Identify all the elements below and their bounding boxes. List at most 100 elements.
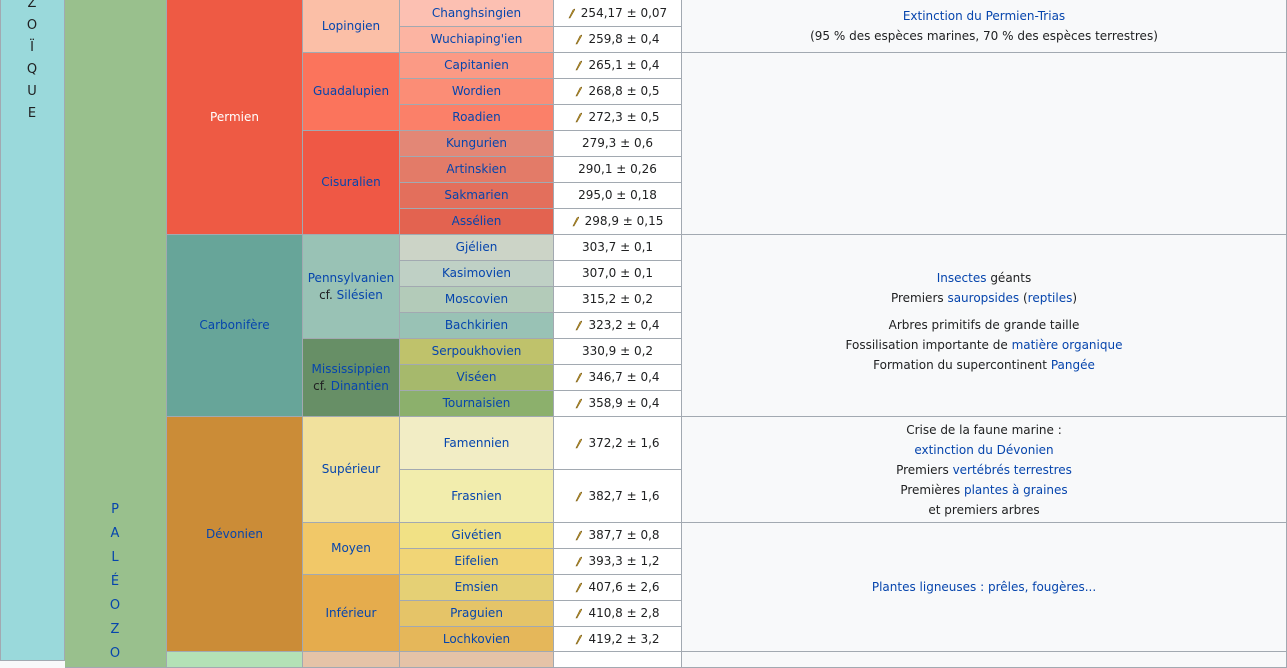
epoch-label: Guadalupien — [312, 84, 390, 98]
stage-age-cell: 387,7 ± 0,8 — [554, 523, 682, 549]
stage-name-cell[interactable]: Sakmarien — [400, 183, 554, 209]
epoch-guadalupien[interactable]: Guadalupien — [303, 53, 400, 131]
golden-spike-icon[interactable] — [575, 491, 583, 502]
epoch-inferieur[interactable]: Inférieur — [303, 575, 400, 652]
golden-spike-icon[interactable] — [575, 320, 583, 331]
epoch-superieur[interactable]: Supérieur — [303, 417, 400, 523]
stage-age: 298,9 ± 0,15 — [584, 214, 664, 228]
era-letter: A — [110, 526, 121, 541]
stage-name-cell[interactable]: Assélien — [400, 209, 554, 235]
epoch-label[interactable]: Pennsylvanien — [307, 270, 395, 285]
stage-name-cell[interactable]: Viséen — [400, 365, 554, 391]
stage-age: 307,0 ± 0,1 — [581, 266, 654, 280]
stage-name-cell[interactable]: Capitanien — [400, 53, 554, 79]
stage-age-cell: 295,0 ± 0,18 — [554, 183, 682, 209]
epoch-label: Supérieur — [321, 462, 381, 476]
golden-spike-icon[interactable] — [575, 608, 583, 619]
epoch-pennsylvanien[interactable]: Pennsylvanien cf. Silésien — [303, 235, 400, 339]
note-permien: Extinction du Permien-Trias (95 % des es… — [682, 0, 1287, 53]
note-text: Fossilisation importante de — [845, 338, 1008, 352]
stage-name-cell[interactable]: Gjélien — [400, 235, 554, 261]
stage-name-cell[interactable]: Givétien — [400, 523, 554, 549]
stage-age-cell: 265,1 ± 0,4 — [554, 53, 682, 79]
reptiles-link[interactable]: reptiles — [1027, 291, 1073, 305]
epoch-cisuralien[interactable]: Cisuralien — [303, 131, 400, 235]
golden-spike-icon[interactable] — [575, 556, 583, 567]
stage-name: Gjélien — [455, 240, 498, 254]
epoch-moyen[interactable]: Moyen — [303, 523, 400, 575]
stage-name-cell[interactable]: Roadien — [400, 105, 554, 131]
note-text: géants — [990, 271, 1032, 285]
epoch-mississippien[interactable]: Mississippien cf. Dinantien — [303, 339, 400, 417]
sauropsides-link[interactable]: sauropsides — [947, 291, 1020, 305]
stage-age: 407,6 ± 2,6 — [588, 580, 660, 594]
period-carbonifere[interactable]: Carbonifère — [167, 235, 303, 417]
matiere-organique-link[interactable]: matière organique — [1011, 338, 1123, 352]
golden-spike-icon[interactable] — [575, 86, 583, 97]
stage-age-cell: 410,8 ± 2,8 — [554, 601, 682, 627]
stage-age: 387,7 ± 0,8 — [588, 528, 660, 542]
stage-name-cell[interactable]: Kasimovien — [400, 261, 554, 287]
stage-name-cell[interactable]: Changhsingien — [400, 0, 554, 27]
era-letter: O — [109, 598, 122, 613]
epoch-lopingien[interactable]: Lopingien — [303, 0, 400, 53]
extinction-permien-trias-link[interactable]: Extinction du Permien-Trias — [902, 9, 1066, 23]
vertebres-terrestres-link[interactable]: vertébrés terrestres — [952, 462, 1072, 477]
stage-name-cell[interactable]: Famennien — [400, 417, 554, 470]
stage-name-cell[interactable]: Emsien — [400, 575, 554, 601]
epoch-label[interactable]: Mississippien — [311, 361, 391, 376]
golden-spike-icon[interactable] — [572, 216, 579, 227]
golden-spike-icon[interactable] — [575, 372, 583, 383]
stage-age-cell: 307,0 ± 0,1 — [554, 261, 682, 287]
stage-name: Assélien — [451, 214, 502, 228]
stage-name-cell[interactable]: Moscovien — [400, 287, 554, 313]
golden-spike-icon[interactable] — [575, 530, 583, 541]
golden-spike-icon[interactable] — [575, 438, 583, 449]
golden-spike-icon[interactable] — [575, 634, 583, 645]
stage-name: Sakmarien — [444, 188, 509, 202]
dinantien-link[interactable]: Dinantien — [330, 378, 389, 393]
era-cell-paleozoique[interactable]: P A L É O Z O — [65, 0, 167, 668]
note-line: Insectes géants — [937, 268, 1031, 288]
note-line: extinction du Dévonien — [914, 440, 1053, 460]
golden-spike-icon[interactable] — [568, 8, 575, 19]
stage-name-cell[interactable]: Lochkovien — [400, 627, 554, 652]
golden-spike-icon[interactable] — [575, 34, 583, 45]
plantes-a-graines-link[interactable]: plantes à graines — [963, 482, 1068, 497]
stage-name-cell[interactable]: Serpoukhovien — [400, 339, 554, 365]
stage-name-cell[interactable]: Wuchiaping'ien — [400, 27, 554, 53]
insectes-link[interactable]: Insectes — [936, 271, 987, 285]
stage-name-cell[interactable]: Frasnien — [400, 470, 554, 523]
silesien-link[interactable]: Silésien — [336, 287, 383, 302]
stage-age: 272,3 ± 0,5 — [588, 110, 660, 124]
stage-name-cell[interactable]: Artinskien — [400, 157, 554, 183]
era-letter: O — [109, 646, 122, 661]
extinction-devonien-link[interactable]: extinction du Dévonien — [914, 442, 1054, 457]
stage-age: 290,1 ± 0,26 — [578, 162, 657, 176]
plantes-ligneuses-link[interactable]: Plantes ligneuses : prêles, fougères... — [871, 579, 1097, 594]
stage-age: 358,9 ± 0,4 — [588, 396, 660, 410]
stage-name: Givétien — [451, 528, 502, 542]
note-text: (95 % des espèces marines, 70 % des espè… — [810, 29, 1158, 43]
stage-name-cell[interactable]: Praguien — [400, 601, 554, 627]
stage-name-cell[interactable]: Tournaisien — [400, 391, 554, 417]
stage-name: Roadien — [452, 110, 501, 124]
stage-name-cell[interactable]: Eifelien — [400, 549, 554, 575]
stage-age-cell: 407,6 ± 2,6 — [554, 575, 682, 601]
stage-age-cell: 315,2 ± 0,2 — [554, 287, 682, 313]
stage-name-cell[interactable]: Wordien — [400, 79, 554, 105]
stage-name: Capitanien — [444, 58, 509, 72]
period-permien[interactable]: Permien — [167, 0, 303, 235]
eon-letter: O — [26, 18, 39, 33]
stage-name-cell[interactable]: Bachkirien — [400, 313, 554, 339]
note-text: Premières — [900, 482, 961, 497]
pangee-link[interactable]: Pangée — [1050, 358, 1095, 372]
golden-spike-icon[interactable] — [575, 398, 583, 409]
golden-spike-icon[interactable] — [575, 582, 583, 593]
period-devonien[interactable]: Dévonien — [167, 417, 303, 652]
golden-spike-icon[interactable] — [575, 112, 583, 123]
stage-age: 303,7 ± 0,1 — [581, 240, 654, 254]
stage-name: Artinskien — [446, 162, 507, 176]
golden-spike-icon[interactable] — [575, 60, 583, 71]
stage-name-cell[interactable]: Kungurien — [400, 131, 554, 157]
